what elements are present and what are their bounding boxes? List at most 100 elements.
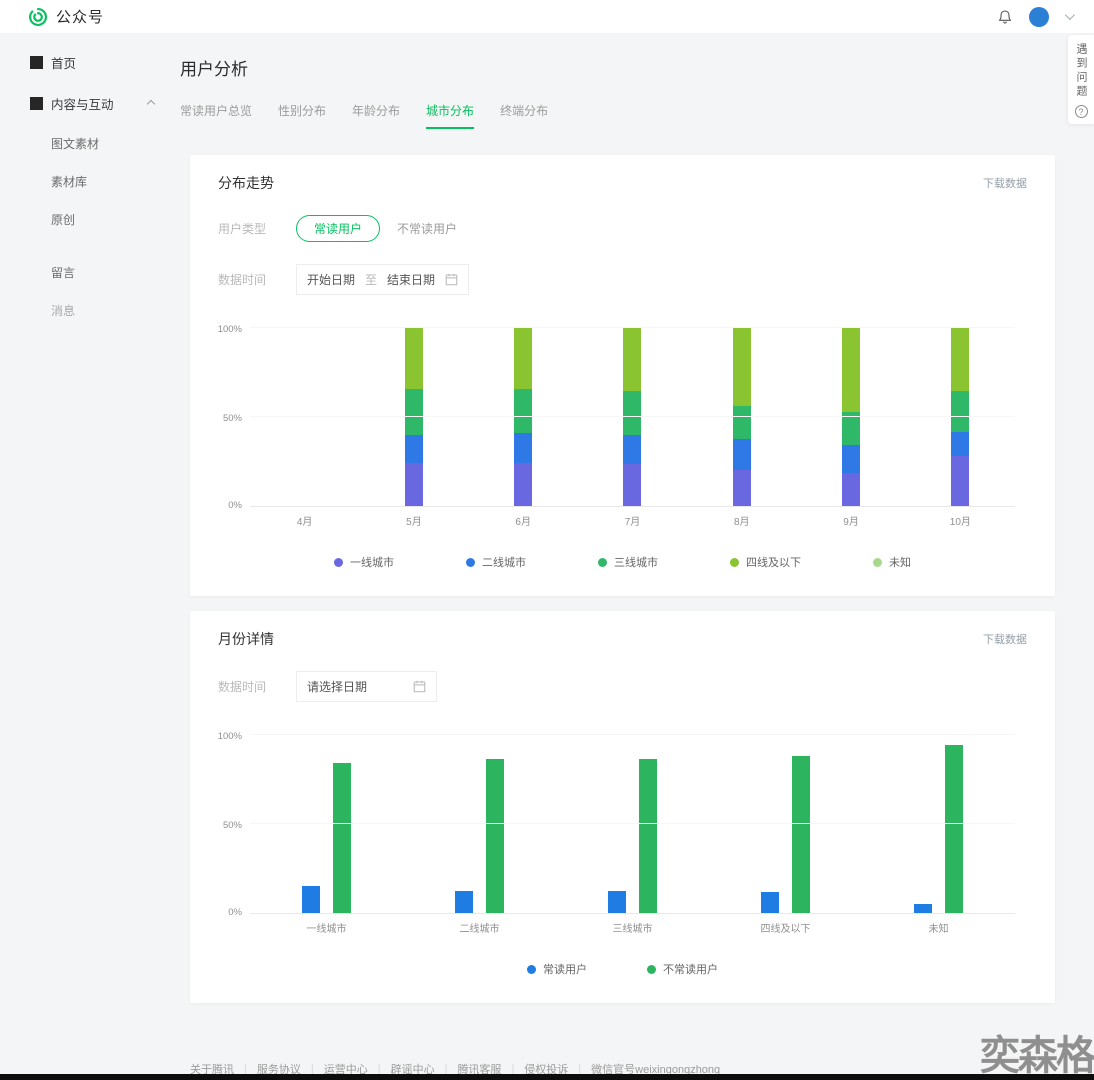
end-date-input[interactable]: 结束日期 — [387, 273, 436, 287]
chevron-up-icon[interactable] — [146, 99, 155, 108]
calendar-icon[interactable] — [413, 680, 426, 693]
chart-category-slot — [578, 328, 687, 506]
help-widget-text: 遇到问题 — [1075, 43, 1087, 99]
chart-category-slot — [403, 736, 556, 913]
user-type-option-nonregular[interactable]: 不常读用户 — [397, 222, 458, 236]
tab-年龄分布[interactable]: 年龄分布 — [352, 104, 401, 118]
tab-bar: 常读用户总览 性别分布 年龄分布 城市分布 终端分布 — [180, 102, 1055, 129]
footer-link-辟谣中心[interactable]: 辟谣中心 — [390, 1064, 435, 1076]
download-data-link[interactable]: 下载数据 — [983, 634, 1027, 646]
footer-link-separator: | — [578, 1063, 582, 1075]
tab-性别分布[interactable]: 性别分布 — [278, 104, 327, 118]
date-range-input[interactable]: 开始日期 至 结束日期 — [296, 264, 470, 295]
footer-link-separator: | — [310, 1063, 314, 1075]
legend-dot — [730, 557, 739, 567]
bar-不常读用户 — [333, 763, 351, 913]
footer-link-separator: | — [244, 1063, 247, 1075]
chart-plot-area: 100% 50% 0% — [218, 731, 1015, 918]
sidebar-item-图文素材[interactable]: 图文素材 — [30, 135, 180, 152]
bar-常读用户 — [608, 890, 626, 913]
date-input[interactable]: 请选择日期 — [307, 680, 368, 694]
bar-segment-一线城市 — [514, 463, 533, 506]
legend-label: 三线城市 — [614, 557, 658, 569]
bar-segment-一线城市 — [404, 463, 423, 506]
bar-常读用户 — [302, 886, 320, 913]
legend-dot — [466, 557, 475, 567]
stacked-bar — [951, 328, 970, 506]
legend-label: 未知 — [889, 557, 911, 569]
bar-不常读用户 — [792, 756, 810, 913]
date-to-text: 至 — [365, 273, 378, 287]
section-title: 月份详情 — [218, 631, 274, 647]
sidebar-item-原创[interactable]: 原创 — [30, 211, 180, 228]
avatar[interactable] — [1029, 6, 1049, 27]
bell-icon[interactable] — [997, 9, 1013, 25]
sidebar-item-首页[interactable]: 首页 — [30, 53, 180, 72]
home-icon — [30, 56, 43, 69]
legend-dot — [527, 964, 536, 974]
sidebar-item-label: 留言 — [51, 266, 76, 280]
tab-常读用户总览[interactable]: 常读用户总览 — [180, 104, 253, 118]
legend-label: 二线城市 — [482, 557, 526, 569]
legend-item-四线及以下[interactable]: 四线及以下 — [730, 554, 801, 570]
footer-link-separator: | — [377, 1063, 381, 1075]
bar-segment-一线城市 — [732, 470, 751, 506]
x-tick-label: 9月 — [843, 517, 859, 528]
bar-常读用户 — [761, 891, 779, 913]
gridline — [250, 823, 1015, 824]
sidebar-item-素材库[interactable]: 素材库 — [30, 173, 180, 190]
sidebar-item-label: 图文素材 — [51, 137, 100, 151]
footer-link-关于腾讯[interactable]: 关于腾讯 — [190, 1064, 234, 1076]
bar-group — [455, 759, 504, 913]
gridline — [250, 734, 1015, 735]
bar-segment-四线及以下 — [404, 328, 423, 389]
x-tick-label: 一线城市 — [306, 924, 347, 935]
legend-dot — [647, 964, 656, 974]
date-picker-input[interactable]: 请选择日期 — [296, 671, 437, 702]
sidebar-item-label: 首页 — [51, 57, 77, 71]
footer-link-腾讯客服[interactable]: 腾讯客服 — [457, 1064, 502, 1076]
bar-segment-三线城市 — [623, 391, 642, 435]
legend-label: 常读用户 — [543, 964, 587, 976]
sidebar-item-label: 素材库 — [51, 175, 88, 189]
start-date-input[interactable]: 开始日期 — [307, 273, 356, 287]
y-axis-tick-label: 50% — [222, 820, 242, 831]
footer-link-separator: | — [511, 1063, 515, 1075]
app-logo[interactable]: 公众号 — [28, 6, 104, 27]
footer-link-服务协议[interactable]: 服务协议 — [256, 1064, 301, 1076]
help-widget[interactable]: 遇到问题 ? — [1068, 35, 1094, 124]
stacked-bar — [514, 328, 533, 506]
tab-城市分布[interactable]: 城市分布 — [426, 102, 475, 129]
legend-dot — [873, 557, 882, 567]
download-data-link[interactable]: 下载数据 — [983, 178, 1027, 190]
tab-终端分布[interactable]: 终端分布 — [500, 104, 549, 118]
sidebar-item-留言[interactable]: 留言 — [30, 264, 180, 281]
legend-item-三线城市[interactable]: 三线城市 — [598, 554, 658, 570]
user-type-option-regular[interactable]: 常读用户 — [296, 215, 381, 242]
stacked-bar — [732, 328, 751, 506]
bar-不常读用户 — [639, 759, 657, 913]
wechat-official-logo-icon — [29, 7, 47, 26]
calendar-icon[interactable] — [445, 273, 458, 286]
chart-category-slot — [796, 328, 905, 506]
legend-item-二线城市[interactable]: 二线城市 — [466, 554, 526, 570]
legend-item-不常读用户[interactable]: 不常读用户 — [647, 961, 718, 977]
chevron-down-icon[interactable] — [1064, 10, 1075, 21]
sidebar-item-内容与互动[interactable]: 内容与互动 — [30, 94, 180, 113]
footer-link-侵权投诉[interactable]: 侵权投诉 — [524, 1064, 569, 1076]
sidebar-item-消息[interactable]: 消息 — [30, 302, 180, 319]
footer-link-运营中心[interactable]: 运营中心 — [323, 1064, 368, 1076]
legend-item-未知[interactable]: 未知 — [873, 554, 911, 570]
legend-item-一线城市[interactable]: 一线城市 — [334, 554, 394, 570]
bar-segment-四线及以下 — [623, 328, 642, 392]
date-range-label: 数据时间 — [218, 273, 267, 287]
x-tick-label: 5月 — [406, 517, 422, 528]
footer: 关于腾讯 | 服务协议 | 运营中心 | 辟谣中心 | 腾讯客服 | 侵权投诉 | 微信官号weixin… — [190, 1061, 1055, 1080]
y-axis-tick-label: 0% — [228, 500, 242, 511]
legend-item-常读用户[interactable]: 常读用户 — [527, 961, 587, 977]
bar-segment-一线城市 — [623, 464, 642, 506]
chart-category-slot — [862, 736, 1015, 913]
chart-legend: 常读用户 不常读用户 — [190, 961, 1055, 1003]
footer-link-微信官号weixingongzhong[interactable]: 微信官号weixingongzhong — [591, 1064, 721, 1076]
bar-segment-二线城市 — [732, 439, 751, 471]
